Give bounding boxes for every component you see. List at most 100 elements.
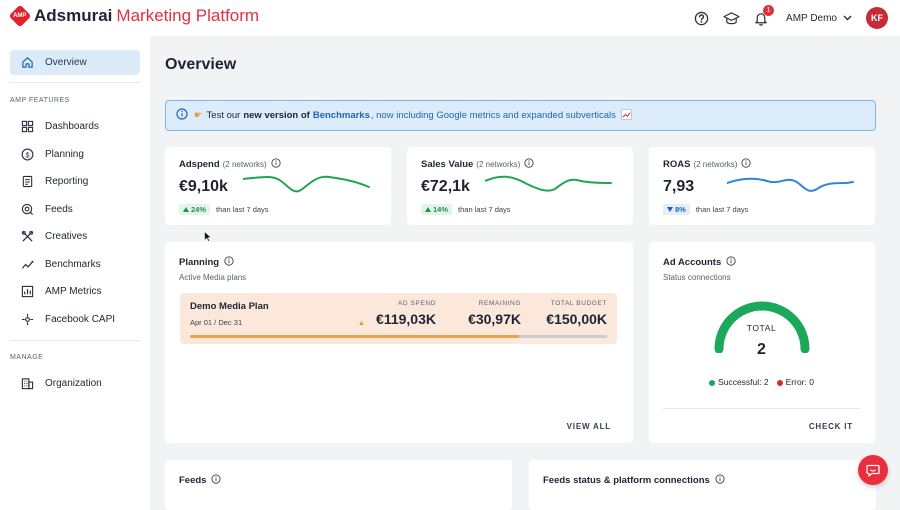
info-icon[interactable] bbox=[715, 474, 725, 487]
gauge-legend: Successful: 2 Error: 0 bbox=[649, 377, 874, 387]
info-icon[interactable] bbox=[224, 256, 234, 269]
error-dot-icon bbox=[776, 380, 783, 386]
ad-spend-label: AD SPEND bbox=[397, 300, 436, 307]
plan-dates: Apr 01 / Dec 31 bbox=[190, 318, 243, 327]
view-all-button[interactable]: VIEW ALL bbox=[566, 422, 611, 431]
card-subtitle: Status connections bbox=[663, 273, 731, 282]
building-icon bbox=[20, 377, 34, 391]
sidebar-item-label: Benchmarks bbox=[45, 259, 101, 270]
sidebar-item-amp-metrics[interactable]: AMP Metrics bbox=[10, 279, 140, 304]
info-icon[interactable] bbox=[726, 256, 736, 269]
remaining-label: REMAINING bbox=[478, 300, 521, 307]
sidebar-item-facebook-capi[interactable]: Facebook CAPI bbox=[10, 307, 140, 332]
remaining-value: €30,97K bbox=[468, 311, 521, 327]
sidebar-item-label: Feeds bbox=[45, 204, 73, 215]
budget-label: TOTAL BUDGET bbox=[550, 300, 607, 307]
sparkline-roas bbox=[727, 177, 854, 192]
announcement-banner: ☛ Test our new version of Benchmarks , n… bbox=[165, 100, 876, 131]
sidebar-item-label: Planning bbox=[45, 149, 84, 160]
delta-badge: 8% bbox=[663, 204, 690, 215]
info-icon[interactable] bbox=[211, 474, 222, 487]
sidebar-item-label: AMP Metrics bbox=[45, 286, 102, 297]
top-bar: AMP Adsmurai Marketing Platform 1 AMP De… bbox=[0, 0, 900, 36]
kpi-value: 7,93 bbox=[663, 178, 695, 195]
kpi-title: Adspend bbox=[179, 159, 220, 170]
sidebar-item-dashboards[interactable]: Dashboards bbox=[10, 114, 140, 139]
sidebar-item-label: Dashboards bbox=[45, 121, 99, 132]
brand[interactable]: AMP Adsmurai Marketing Platform bbox=[8, 4, 259, 28]
card-title: Ad Accounts bbox=[663, 257, 722, 268]
kpi-networks: (2 networks) bbox=[476, 160, 521, 169]
feeds-icon bbox=[20, 203, 34, 217]
info-icon[interactable] bbox=[271, 158, 281, 171]
feeds-card: Feeds bbox=[165, 460, 512, 510]
kpi-value: €9,10k bbox=[179, 178, 228, 195]
divider bbox=[10, 340, 140, 341]
chart-emoji-icon bbox=[620, 108, 632, 123]
help-icon[interactable] bbox=[690, 7, 712, 29]
sidebar-item-feeds[interactable]: Feeds bbox=[10, 197, 140, 222]
budget-value: €150,00K bbox=[546, 311, 607, 327]
top-actions: 1 AMP Demo KF bbox=[682, 5, 888, 29]
kpi-title: Sales Value bbox=[421, 159, 474, 170]
sidebar-item-reporting[interactable]: Reporting bbox=[10, 169, 140, 194]
sidebar-item-label: Creatives bbox=[45, 231, 88, 242]
avatar[interactable]: KF bbox=[866, 7, 888, 29]
benchmarks-link[interactable]: Benchmarks bbox=[312, 110, 370, 121]
delta-label: than last 7 days bbox=[216, 205, 269, 214]
sidebar-item-label: Organization bbox=[45, 378, 102, 389]
sidebar-item-planning[interactable]: $ Planning bbox=[10, 142, 140, 167]
ad-spend-value: €119,03K bbox=[376, 311, 436, 327]
sidebar-item-overview[interactable]: Overview bbox=[10, 50, 140, 75]
budget-progress-bar bbox=[190, 335, 607, 338]
card-subtitle: Active Media plans bbox=[179, 273, 247, 282]
planning-card: Planning Active Media plans Demo Media P… bbox=[165, 242, 633, 443]
bell-icon[interactable]: 1 bbox=[750, 5, 775, 29]
capi-icon bbox=[20, 313, 34, 327]
legend-error: Error: 0 bbox=[776, 377, 814, 387]
sidebar-item-benchmarks[interactable]: Benchmarks bbox=[10, 252, 140, 277]
sidebar-item-creatives[interactable]: Creatives bbox=[10, 224, 140, 249]
ad-spend-column: AD SPEND €119,03K bbox=[376, 300, 436, 327]
card-title: Planning bbox=[179, 257, 220, 268]
kpi-networks: (2 networks) bbox=[222, 160, 267, 169]
banner-bold: new version of bbox=[243, 110, 310, 121]
media-plan-row[interactable]: Demo Media Plan Apr 01 / Dec 31 ▲ AD SPE… bbox=[180, 293, 617, 344]
sidebar-item-label: Reporting bbox=[45, 176, 89, 187]
check-it-button[interactable]: CHECK IT bbox=[808, 422, 853, 431]
arrow-up-icon: ▲ bbox=[358, 320, 365, 327]
tools-icon bbox=[20, 230, 34, 244]
divider bbox=[663, 408, 860, 409]
sparkline-sales-value bbox=[485, 175, 612, 192]
graduation-cap-icon[interactable] bbox=[720, 7, 742, 29]
kpi-value: €72,1k bbox=[421, 178, 470, 195]
delta-badge: 14% bbox=[421, 204, 453, 215]
status-gauge bbox=[714, 301, 810, 353]
adsmurai-logo-icon: AMP bbox=[8, 4, 32, 28]
info-icon bbox=[176, 108, 188, 123]
plan-name: Demo Media Plan bbox=[190, 301, 269, 312]
banner-link-rest[interactable]: , now including Google metrics and expan… bbox=[370, 110, 616, 121]
kpi-title: ROAS bbox=[663, 159, 691, 170]
notification-badge: 1 bbox=[763, 5, 775, 16]
trend-icon bbox=[20, 258, 34, 272]
kpi-networks: (2 networks) bbox=[693, 160, 738, 169]
dollar-icon: $ bbox=[20, 148, 34, 162]
info-icon[interactable] bbox=[741, 158, 752, 171]
delta-label: than last 7 days bbox=[695, 205, 749, 214]
budget-column: TOTAL BUDGET €150,00K bbox=[546, 300, 607, 327]
sidebar-item-organization[interactable]: Organization bbox=[10, 371, 140, 396]
budget-progress-fill bbox=[190, 335, 520, 338]
pointing-hand-icon: ☛ bbox=[194, 110, 203, 121]
svg-text:$: $ bbox=[25, 150, 29, 159]
gauge-total-value: 2 bbox=[757, 341, 766, 358]
info-icon[interactable] bbox=[524, 158, 534, 171]
card-title: Feeds bbox=[179, 475, 207, 486]
gauge-total-label: TOTAL bbox=[746, 323, 777, 333]
main-content: Overview ☛ Test our new version of Bench… bbox=[150, 40, 890, 510]
mouse-cursor-icon bbox=[204, 231, 212, 242]
account-switcher[interactable]: AMP Demo bbox=[786, 13, 852, 24]
chat-button[interactable] bbox=[858, 455, 888, 485]
section-label-amp-features: AMP FEATURES bbox=[10, 97, 70, 104]
divider bbox=[10, 82, 140, 83]
